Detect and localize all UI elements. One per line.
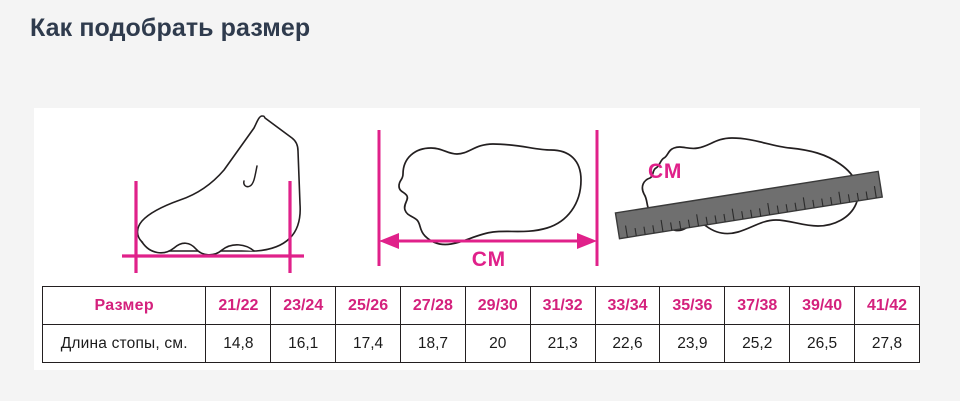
size-guide-card: СМ [34, 108, 920, 370]
cell-length-1: 16,1 [270, 324, 337, 363]
cell-length-2: 17,4 [335, 324, 401, 363]
cell-length-3: 18,7 [400, 324, 466, 363]
foot-side-outline [136, 115, 301, 252]
cell-size-7: 35/36 [659, 286, 726, 325]
foot-toes-outline [141, 241, 255, 256]
cell-size-1: 23/24 [270, 286, 337, 325]
page-title: Как подобрать размер [30, 14, 311, 42]
row-label-foot-length: Длина стопы, см. [41, 324, 207, 363]
arrowhead-right-icon [577, 233, 597, 249]
diagram-foot-side-view [114, 108, 364, 283]
cell-length-5: 21,3 [529, 324, 596, 363]
sole-cm-label: СМ [471, 248, 507, 271]
cell-length-4: 20 [464, 324, 531, 363]
foot-sole-outline [398, 143, 582, 246]
diagram-foot-sole-view: СМ [359, 108, 619, 283]
table-row-foot-length: Длина стопы, см. 14,8 16,1 17,4 18,7 20 … [41, 324, 920, 363]
diagram-foot-ruler-view: СМ [604, 108, 894, 283]
cell-length-9: 26,5 [789, 324, 856, 363]
diagram-row: СМ [34, 108, 920, 283]
cell-length-6: 22,6 [594, 324, 661, 363]
cell-size-4: 29/30 [464, 286, 531, 325]
cell-length-7: 23,9 [659, 324, 726, 363]
cell-length-10: 27,8 [854, 324, 920, 363]
cell-size-6: 33/34 [594, 286, 661, 325]
cell-length-0: 14,8 [205, 324, 272, 363]
cell-size-0: 21/22 [205, 286, 272, 325]
cell-size-3: 27/28 [400, 286, 466, 325]
cell-length-8: 25,2 [724, 324, 791, 363]
measuring-ruler-icon [614, 170, 884, 240]
cell-size-5: 31/32 [529, 286, 596, 325]
table-row-size: Размер 21/22 23/24 25/26 27/28 29/30 31/… [41, 286, 920, 325]
cell-size-2: 25/26 [335, 286, 401, 325]
ruler-cm-label: СМ [648, 160, 683, 183]
cell-size-9: 39/40 [789, 286, 856, 325]
ankle-bone-icon [243, 165, 258, 188]
cell-size-10: 41/42 [854, 286, 920, 325]
arrowhead-left-icon [379, 233, 399, 249]
row-label-size: Размер [41, 286, 207, 325]
size-chart-table: Размер 21/22 23/24 25/26 27/28 29/30 31/… [41, 286, 920, 363]
cell-size-8: 37/38 [724, 286, 791, 325]
